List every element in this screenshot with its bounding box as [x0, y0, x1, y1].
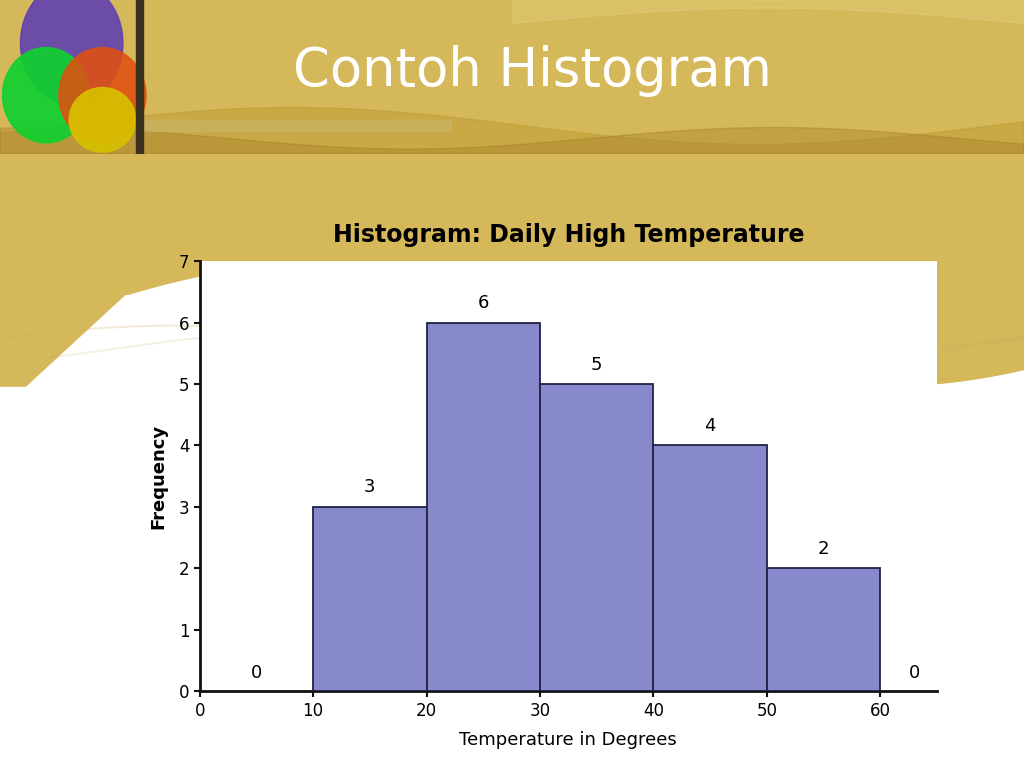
Bar [653, 445, 767, 691]
Ellipse shape [59, 48, 146, 143]
Ellipse shape [70, 88, 135, 152]
Title: Histogram: Daily High Temperature: Histogram: Daily High Temperature [333, 223, 804, 247]
X-axis label: Temperature in Degrees: Temperature in Degrees [460, 730, 677, 749]
Text: 3: 3 [365, 478, 376, 496]
Bar [136, 0, 143, 154]
Text: 0: 0 [251, 664, 262, 682]
Bar [313, 507, 427, 691]
Bar [540, 384, 653, 691]
Bar [767, 568, 881, 691]
Bar [427, 323, 540, 691]
Ellipse shape [2, 48, 90, 143]
Ellipse shape [20, 0, 123, 104]
Text: Contoh Histogram: Contoh Histogram [293, 45, 772, 97]
Text: 0: 0 [908, 664, 920, 682]
Text: 4: 4 [705, 417, 716, 435]
Text: 2: 2 [818, 540, 829, 558]
Bar [143, 120, 451, 131]
Y-axis label: Frequency: Frequency [150, 424, 168, 528]
Text: 5: 5 [591, 356, 602, 373]
Text: 6: 6 [477, 294, 488, 312]
